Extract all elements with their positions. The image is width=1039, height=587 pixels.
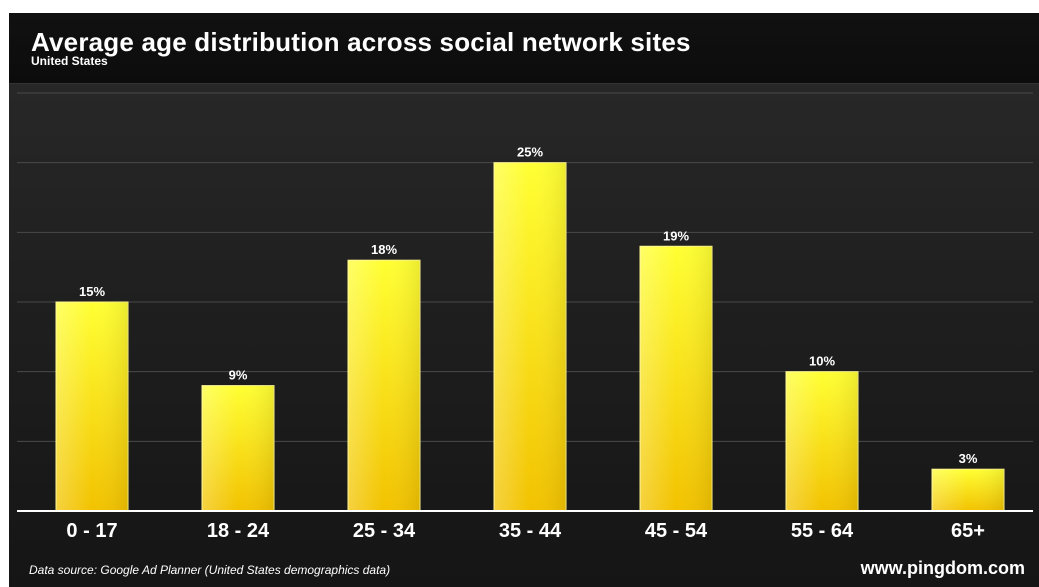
bar-shine bbox=[494, 162, 566, 511]
bar-shine bbox=[932, 469, 1004, 511]
data-source-note: Data source: Google Ad Planner (United S… bbox=[29, 563, 391, 577]
chart-frame: Average age distribution across social n… bbox=[9, 13, 1039, 587]
category-label: 25 - 34 bbox=[353, 520, 416, 542]
bar-value-label: 18% bbox=[371, 242, 397, 257]
chart-title: Average age distribution across social n… bbox=[31, 27, 691, 57]
category-label: 45 - 54 bbox=[645, 520, 708, 542]
bar-value-label: 15% bbox=[79, 284, 105, 299]
bar-value-label: 9% bbox=[229, 368, 248, 383]
bar-value-label: 10% bbox=[809, 354, 835, 369]
bar-shine bbox=[202, 385, 274, 511]
bar-shine bbox=[348, 260, 420, 511]
brand-url: www.pingdom.com bbox=[860, 558, 1025, 578]
category-label: 35 - 44 bbox=[499, 520, 562, 542]
bar-value-label: 25% bbox=[517, 145, 543, 160]
data-labels: 15% 9% 18% 25% 19% 10% 3% bbox=[79, 145, 978, 467]
bar-chart: 15% 9% 18% 25% 19% 10% 3% 0 - 17 18 - 24 25 - 34… bbox=[17, 92, 1033, 542]
chart-subtitle: United States bbox=[31, 54, 108, 68]
bars bbox=[55, 162, 1005, 512]
category-label: 0 - 17 bbox=[66, 520, 117, 542]
bar-shine bbox=[786, 371, 858, 511]
category-label: 55 - 64 bbox=[791, 520, 854, 542]
bar-shine bbox=[56, 302, 128, 511]
category-label: 65+ bbox=[951, 520, 985, 542]
bar-value-label: 3% bbox=[959, 451, 978, 466]
bar-shine bbox=[640, 246, 712, 511]
category-labels: 0 - 17 18 - 24 25 - 34 35 - 44 45 - 54 55 - 6… bbox=[66, 520, 985, 542]
bar-value-label: 19% bbox=[663, 228, 689, 243]
chart-header: Average age distribution across social n… bbox=[9, 13, 1039, 84]
category-label: 18 - 24 bbox=[207, 520, 270, 542]
